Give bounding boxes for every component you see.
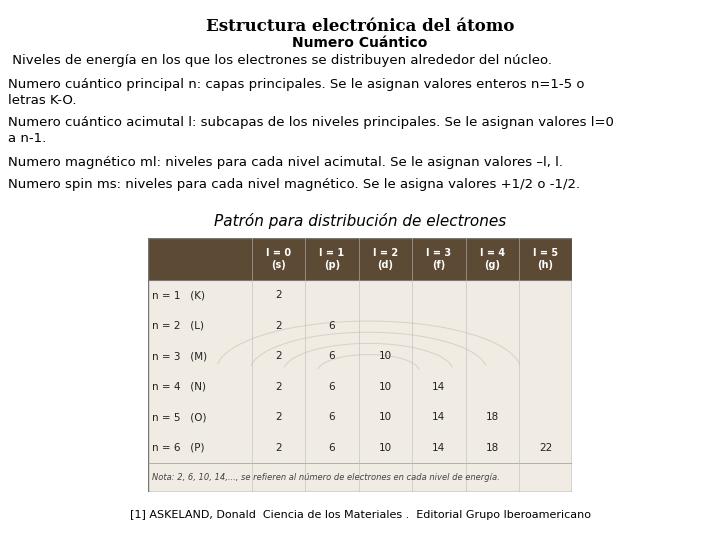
Text: n = 3   (M): n = 3 (M): [152, 351, 207, 361]
Text: Niveles de energía en los que los electrones se distribuyen alrededor del núcleo: Niveles de energía en los que los electr…: [8, 54, 552, 67]
Text: n = 1   (K): n = 1 (K): [152, 290, 205, 300]
Text: 2: 2: [275, 412, 282, 422]
Text: 14: 14: [432, 382, 446, 392]
Text: 2: 2: [275, 321, 282, 330]
Text: l = 4
(g): l = 4 (g): [480, 248, 505, 270]
Text: 6: 6: [329, 443, 336, 453]
Text: a n-1.: a n-1.: [8, 132, 46, 145]
Text: n = 4   (N): n = 4 (N): [152, 382, 206, 392]
Text: l = 2
(d): l = 2 (d): [373, 248, 398, 270]
Text: 10: 10: [379, 443, 392, 453]
Text: 6: 6: [329, 351, 336, 361]
Text: Numero magnético ml: niveles para cada nivel acimutal. Se le asignan valores –l,: Numero magnético ml: niveles para cada n…: [8, 156, 563, 169]
Text: 2: 2: [275, 382, 282, 392]
Text: l = 0
(s): l = 0 (s): [266, 248, 291, 270]
Text: 22: 22: [539, 443, 552, 453]
Text: n = 2   (L): n = 2 (L): [152, 321, 204, 330]
Text: 18: 18: [486, 412, 499, 422]
Text: Patrón para distribución de electrones: Patrón para distribución de electrones: [214, 213, 506, 229]
Text: l = 3
(f): l = 3 (f): [426, 248, 451, 270]
Text: 10: 10: [379, 351, 392, 361]
Text: 6: 6: [329, 382, 336, 392]
Text: 18: 18: [486, 443, 499, 453]
Text: 2: 2: [275, 443, 282, 453]
Text: Numero Cuántico: Numero Cuántico: [292, 36, 428, 50]
Bar: [148, 238, 572, 280]
Text: l = 5
(h): l = 5 (h): [533, 248, 558, 270]
Text: 10: 10: [379, 412, 392, 422]
Text: n = 6   (P): n = 6 (P): [152, 443, 204, 453]
Text: 6: 6: [329, 321, 336, 330]
Text: Numero cuántico principal n: capas principales. Se le asignan valores enteros n=: Numero cuántico principal n: capas princ…: [8, 78, 585, 91]
Text: letras K-O.: letras K-O.: [8, 94, 76, 107]
Text: Numero cuántico acimutal l: subcapas de los niveles principales. Se le asignan v: Numero cuántico acimutal l: subcapas de …: [8, 116, 614, 129]
Text: 14: 14: [432, 412, 446, 422]
Text: l = 1
(p): l = 1 (p): [320, 248, 345, 270]
Text: Estructura electrónica del átomo: Estructura electrónica del átomo: [206, 18, 514, 35]
Text: Nota: 2, 6, 10, 14,..., se refieren al número de electrones en cada nivel de ene: Nota: 2, 6, 10, 14,..., se refieren al n…: [152, 473, 500, 482]
Text: [1] ASKELAND, Donald  Ciencia de los Materiales .  Editorial Grupo Iberoamerican: [1] ASKELAND, Donald Ciencia de los Mate…: [130, 510, 590, 520]
Text: 2: 2: [275, 290, 282, 300]
Text: n = 5   (O): n = 5 (O): [152, 412, 207, 422]
Text: Numero spin ms: niveles para cada nivel magnético. Se le asigna valores +1/2 o -: Numero spin ms: niveles para cada nivel …: [8, 178, 580, 191]
Text: 14: 14: [432, 443, 446, 453]
Text: 10: 10: [379, 382, 392, 392]
Text: 6: 6: [329, 412, 336, 422]
Text: 2: 2: [275, 351, 282, 361]
